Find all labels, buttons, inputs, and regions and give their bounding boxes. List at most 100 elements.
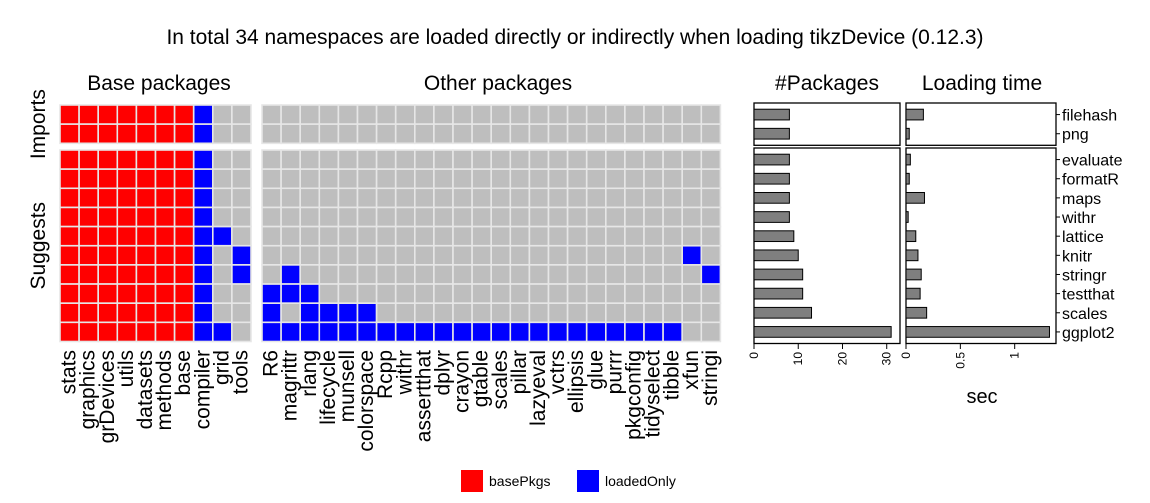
other-column-label: colorspace: [355, 350, 378, 452]
base-cell-testthat-utils: [116, 283, 138, 304]
group-label-suggests: Suggests: [27, 202, 50, 290]
other-cell-png-munsell: [337, 123, 359, 145]
other-cell-maps-dplyr: [433, 187, 454, 209]
other-cell-formatR-lifecycle: [318, 168, 340, 190]
base-packages-heatmap: [59, 104, 252, 343]
other-column-label: lazyeval: [527, 350, 550, 426]
other-cell-stringr-tidyselect: [643, 264, 664, 285]
other-cell-png-assertthat: [413, 123, 435, 145]
other-cell-lattice-ellipsis: [566, 225, 588, 247]
other-cell-evaluate-rlang: [299, 149, 321, 170]
base-cell-png-graphics: [78, 123, 99, 145]
other-cell-filehash-crayon: [452, 104, 473, 125]
base-cell-lattice-stats: [59, 225, 80, 247]
other-cell-formatR-rlang: [299, 168, 321, 190]
other-column-label: vctrs: [546, 350, 569, 394]
base-cell-knitr-utils: [116, 244, 138, 266]
base-cell-ggplot2-graphics: [78, 321, 99, 343]
other-cell-maps-colorspace: [356, 187, 378, 209]
other-cell-lattice-glue: [585, 225, 607, 247]
base-cell-formatR-datasets: [135, 168, 157, 190]
other-cell-knitr-withr: [394, 244, 416, 266]
other-cell-lattice-magrittr: [280, 225, 302, 247]
other-cell-scales-scales: [490, 302, 512, 324]
npkg-bar-maps: [753, 192, 790, 204]
other-cell-withr-dplyr: [433, 206, 454, 228]
other-cell-testthat-lifecycle: [318, 283, 340, 304]
base-cell-withr-graphics: [78, 206, 99, 228]
other-cell-withr-glue: [585, 206, 607, 228]
other-cell-maps-vctrs: [547, 187, 569, 209]
npkg-bar-withr: [753, 211, 790, 223]
other-cell-evaluate-scales: [490, 149, 512, 170]
other-cell-formatR-purrr: [604, 168, 626, 190]
base-cell-maps-stats: [59, 187, 80, 209]
base-cell-ggplot2-compiler: [192, 321, 214, 343]
base-cell-withr-utils: [116, 206, 138, 228]
time-panel-frame: [905, 147, 1057, 345]
other-cell-ggplot2-pillar: [509, 321, 531, 343]
base-cell-stringr-grid: [212, 264, 233, 285]
base-cell-withr-compiler: [192, 206, 214, 228]
other-cell-ggplot2-ellipsis: [566, 321, 588, 343]
other-cell-png-magrittr: [280, 123, 302, 145]
base-cell-lattice-base: [173, 225, 195, 247]
other-cell-lattice-assertthat: [413, 225, 435, 247]
other-cell-knitr-glue: [585, 244, 607, 266]
other-cell-stringr-pkgconfig: [624, 264, 645, 285]
base-cell-lattice-methods: [154, 225, 176, 247]
other-cell-withr-vctrs: [547, 206, 569, 228]
row-label-ggplot2: ggplot2: [1062, 325, 1115, 342]
base-cell-knitr-tools: [231, 244, 252, 266]
base-cell-evaluate-stats: [59, 149, 80, 170]
other-cell-testthat-ellipsis: [566, 283, 588, 304]
other-cell-maps-pillar: [509, 187, 531, 209]
other-cell-withr-tidyselect: [643, 206, 664, 228]
time-bar-formatR: [905, 172, 910, 185]
base-cell-knitr-grDevices: [97, 244, 119, 266]
other-cell-knitr-tidyselect: [643, 244, 664, 266]
base-cell-stringr-stats: [59, 264, 80, 285]
other-cell-evaluate-Rcpp: [375, 149, 397, 170]
other-cell-formatR-assertthat: [413, 168, 435, 190]
row-label-filehash: filehash: [1062, 108, 1117, 125]
other-cell-lattice-tibble: [662, 225, 683, 247]
other-cell-knitr-Rcpp: [375, 244, 397, 266]
base-cell-evaluate-base: [173, 149, 195, 170]
npkg-axis-tick-label: 10: [791, 352, 805, 366]
time-panel-frame: [905, 102, 1057, 146]
other-cell-stringr-tibble: [662, 264, 683, 285]
base-cell-testthat-grid: [212, 283, 233, 304]
other-column-label: tidyselect: [642, 350, 665, 438]
other-column-label: withr: [393, 350, 416, 395]
other-cell-ggplot2-lazyeval: [528, 321, 550, 343]
base-cell-withr-tools: [231, 206, 252, 228]
base-cell-testthat-tools: [231, 283, 252, 304]
npackages-bar-panel: 0 10 20 30: [747, 102, 901, 366]
other-cell-stringr-withr: [394, 264, 416, 285]
other-cell-lattice-dplyr: [433, 225, 454, 247]
other-cell-withr-lifecycle: [318, 206, 340, 228]
other-cell-formatR-magrittr: [280, 168, 302, 190]
other-cell-stringr-ellipsis: [566, 264, 588, 285]
other-cell-stringr-crayon: [452, 264, 473, 285]
other-cell-lattice-rlang: [299, 225, 321, 247]
base-cell-evaluate-datasets: [135, 149, 157, 170]
other-cell-stringr-lifecycle: [318, 264, 340, 285]
other-cell-lattice-R6: [261, 225, 282, 247]
other-cell-scales-ellipsis: [566, 302, 588, 324]
base-cell-filehash-datasets: [135, 104, 157, 125]
other-column-label: dplyr: [431, 350, 454, 396]
other-cell-maps-stringi: [700, 187, 722, 209]
base-cell-ggplot2-base: [173, 321, 195, 343]
other-cell-maps-lazyeval: [528, 187, 550, 209]
other-cell-testthat-gtable: [471, 283, 493, 304]
base-cell-ggplot2-tools: [231, 321, 252, 343]
other-cell-scales-pillar: [509, 302, 531, 324]
other-cell-stringr-Rcpp: [375, 264, 397, 285]
group-label-imports: Imports: [27, 89, 50, 159]
other-cell-scales-dplyr: [433, 302, 454, 324]
other-cell-stringr-purrr: [604, 264, 626, 285]
base-cell-filehash-methods: [154, 104, 176, 125]
other-cell-evaluate-withr: [394, 149, 416, 170]
